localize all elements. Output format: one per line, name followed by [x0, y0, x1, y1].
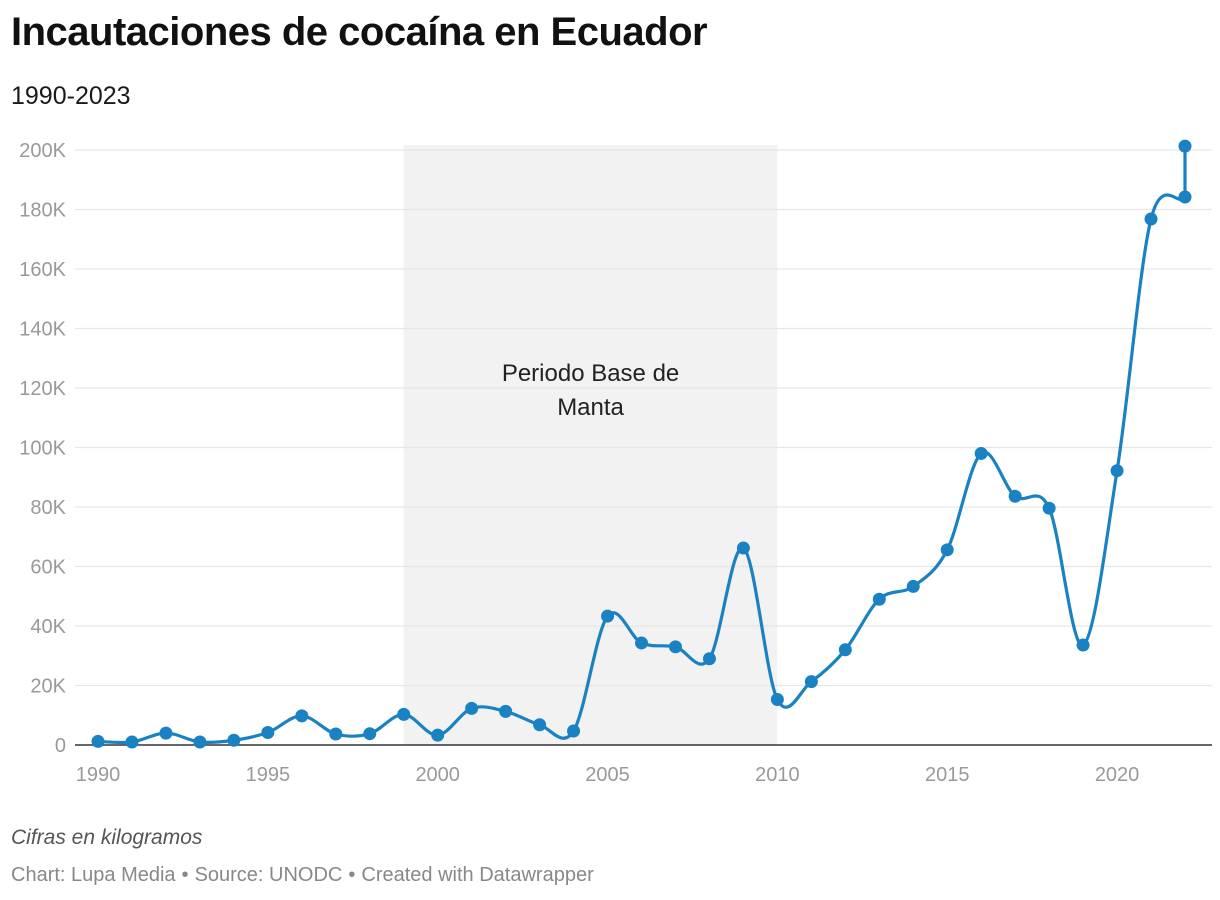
data-point: [635, 636, 648, 650]
data-point: [1178, 139, 1192, 153]
footer-source: Source: UNODC: [194, 864, 343, 886]
y-tick-label: 160K: [19, 259, 66, 281]
y-tick-label: 60K: [30, 557, 66, 579]
footer-credits: Chart: Lupa Media • Source: UNODC • Created …: [11, 864, 594, 886]
data-point: [329, 727, 343, 741]
data-point: [1144, 212, 1158, 226]
data-point: [533, 718, 547, 732]
data-point: [159, 726, 173, 740]
data-point: [499, 704, 513, 718]
data-point: [363, 727, 377, 741]
y-tick-label: 100K: [19, 438, 66, 460]
y-tick-label: 120K: [19, 378, 66, 400]
data-point: [193, 735, 207, 749]
y-tick-label: 140K: [19, 319, 66, 341]
data-point: [804, 675, 818, 689]
y-tick-label: 80K: [30, 497, 66, 519]
data-point: [940, 543, 954, 557]
shaded-region-label-line: Manta: [557, 394, 624, 421]
data-point: [668, 640, 682, 654]
data-point: [1008, 489, 1022, 503]
y-tick-label: 200K: [19, 140, 66, 162]
x-tick-label: 2005: [585, 764, 630, 786]
data-point: [872, 592, 886, 606]
data-point: [397, 707, 411, 721]
data-point: [465, 701, 479, 715]
data-point: [125, 735, 139, 749]
footer-chart-credit: Chart: Lupa Media: [11, 864, 176, 886]
y-tick-label: 180K: [19, 200, 66, 222]
data-point: [601, 609, 615, 623]
chart-title: Incautaciones de cocaína en Ecuador: [11, 10, 708, 54]
line-chart: Periodo Base de Manta 0 20K 40K 60K 80K 100K 120…: [19, 139, 1212, 786]
data-point: [906, 579, 920, 593]
data-point: [1178, 190, 1192, 204]
shaded-region-manta: [403, 145, 778, 745]
data-point: [567, 724, 581, 738]
chart-subtitle: 1990-2023: [11, 82, 131, 110]
footer-created-with: Created with Datawrapper: [361, 864, 594, 886]
data-point: [1110, 464, 1124, 478]
data-point: [770, 692, 784, 706]
y-tick-label: 0: [55, 735, 66, 757]
x-tick-label: 2000: [415, 764, 460, 786]
data-point: [838, 643, 852, 657]
data-point: [974, 446, 988, 460]
units-note: Cifras en kilogramos: [11, 826, 203, 849]
x-tick-label: 2010: [755, 764, 800, 786]
data-point: [702, 652, 716, 666]
x-tick-label: 1995: [246, 764, 291, 786]
data-point: [1042, 501, 1056, 515]
data-point: [1076, 638, 1090, 652]
y-tick-label: 20K: [30, 676, 66, 698]
x-tick-label: 2020: [1095, 764, 1140, 786]
y-tick-label: 40K: [30, 616, 66, 638]
shaded-region-label-line: Periodo Base de: [502, 360, 679, 387]
data-point: [227, 733, 241, 747]
x-tick-label: 2015: [925, 764, 970, 786]
data-point: [431, 728, 445, 742]
data-point: [261, 726, 275, 740]
data-point: [736, 541, 750, 555]
data-point: [295, 709, 309, 723]
x-tick-label: 1990: [76, 764, 121, 786]
data-point: [91, 734, 105, 748]
